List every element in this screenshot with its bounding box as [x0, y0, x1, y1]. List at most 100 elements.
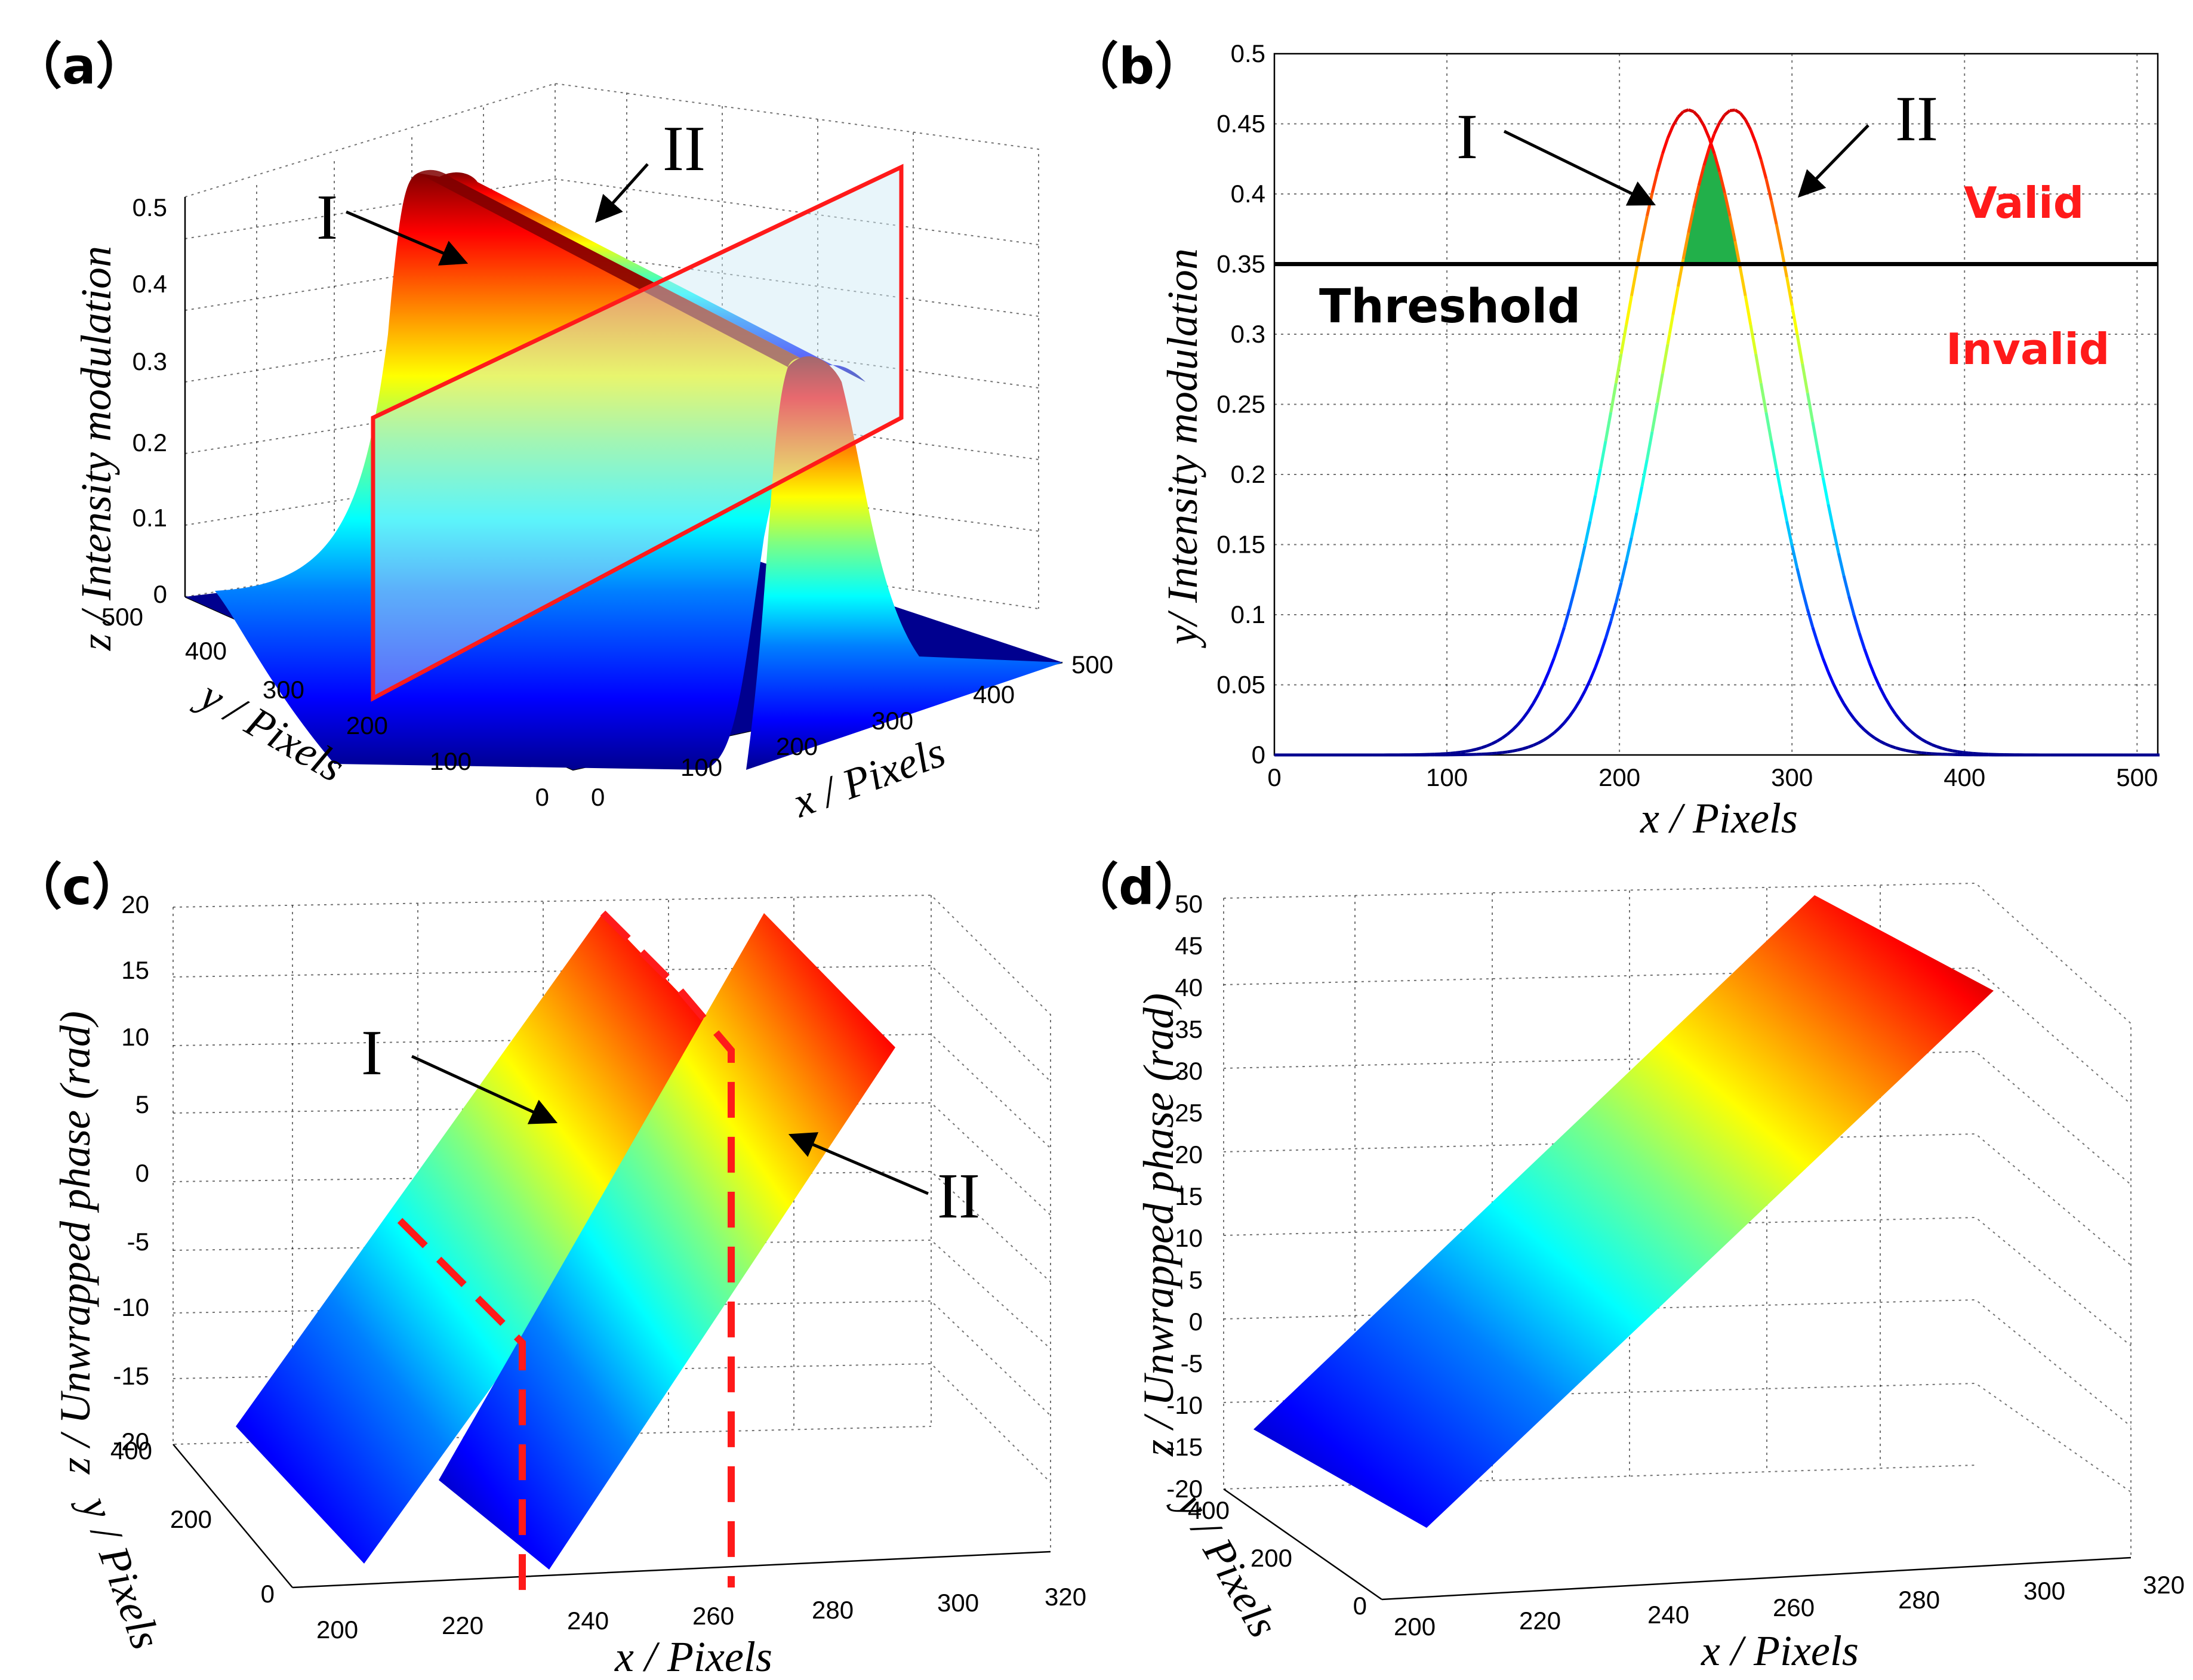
series-segment: [1521, 711, 1529, 720]
series-segment: [1563, 609, 1571, 628]
x-tick: 400: [1943, 763, 1985, 791]
series-segment: [1496, 736, 1503, 743]
series-segment: [1895, 746, 1901, 751]
panel-b-threshold-label: Threshold: [1319, 280, 1581, 334]
z-tick: -5: [1181, 1349, 1203, 1377]
series-segment: [1911, 750, 1917, 754]
series-segment: [1790, 305, 1799, 335]
series-segment: [1553, 727, 1560, 735]
panel-c-grid: [173, 894, 1051, 1552]
x-tick: 100: [1426, 763, 1468, 791]
panel-a-ridge-II-top: [436, 172, 866, 382]
panel-c-plane-II: [439, 913, 895, 1570]
series-segment: [1915, 734, 1923, 741]
series-segment: [1583, 520, 1592, 546]
x-tick: 0: [1267, 763, 1281, 791]
z-tick: 20: [121, 890, 149, 918]
series-segment: [1708, 137, 1716, 155]
series-segment: [1780, 495, 1788, 522]
series-segment: [1492, 751, 1498, 756]
series-segment: [1790, 545, 1799, 569]
series-segment: [1967, 751, 1973, 755]
series-segment: [1656, 373, 1664, 403]
panel-a-z-label: z / Intensity modulation: [72, 246, 120, 651]
series-segment: [1635, 486, 1644, 513]
series-segment: [1604, 621, 1613, 639]
series-segment: [1847, 711, 1856, 720]
z-tick: -5: [127, 1228, 149, 1256]
z-tick: -20: [1166, 1475, 1203, 1503]
panel-b-valid-label: Valid: [1964, 178, 2084, 228]
y-tick: 200: [1250, 1544, 1292, 1572]
panel-b-x-ticks: 0 100 200 300 400 500: [1267, 763, 2158, 791]
series-segment: [1604, 412, 1613, 442]
series-segment: [1614, 353, 1623, 384]
panel-c-label: （c）: [12, 858, 142, 916]
series-segment: [1650, 402, 1659, 432]
series-segment: [1775, 468, 1784, 496]
series-segment: [1832, 683, 1840, 695]
series-segment: [1470, 748, 1477, 752]
panel-b-arrow-II: [1797, 124, 1869, 198]
series-segment: [1588, 495, 1597, 522]
panel-a-cut-plane: [371, 164, 904, 702]
series-segment: [1842, 575, 1851, 597]
y-tick: 0.15: [1216, 531, 1265, 559]
series-segment: [1512, 748, 1519, 753]
series-segment: [1532, 741, 1539, 747]
panel-b-annotation-I: I: [1456, 101, 1478, 172]
series-segment: [1821, 658, 1830, 673]
series-segment: [1936, 745, 1943, 750]
series-segment: [1661, 344, 1670, 374]
series-segment: [1460, 750, 1467, 754]
panel-c: （c） -20 -15 -10 -5 0 5 10 15 20 0 200: [12, 858, 1086, 1680]
y-tick: 0: [261, 1580, 275, 1608]
series-segment: [1552, 643, 1561, 659]
x-tick: 320: [1045, 1583, 1086, 1611]
series-segment: [1734, 109, 1741, 115]
series-segment: [1873, 675, 1881, 688]
y-tick: 0.4: [1231, 180, 1265, 208]
panel-b-series: [1274, 108, 2160, 757]
series-segment: [1868, 662, 1877, 677]
series-segment: [1785, 276, 1794, 306]
y-tick: 300: [263, 676, 304, 704]
z-tick: 15: [121, 956, 149, 984]
series-segment: [1588, 667, 1597, 681]
z-tick: 35: [1175, 1015, 1203, 1043]
series-segment: [1640, 459, 1649, 488]
series-segment: [1527, 744, 1534, 749]
z-tick: 50: [1175, 890, 1203, 918]
series-segment: [1785, 520, 1794, 546]
series-II: [1274, 108, 2160, 757]
series-segment: [1878, 686, 1887, 699]
series-segment: [1858, 723, 1866, 731]
y-tick: 500: [101, 603, 143, 631]
series-segment: [1754, 353, 1763, 384]
series-segment: [1905, 725, 1912, 733]
series-segment: [1910, 730, 1917, 737]
series-segment: [1718, 114, 1726, 124]
series-segment: [1916, 750, 1922, 754]
series-segment: [1832, 529, 1840, 554]
panel-d-z-label: z / Unwrapped phase (rad): [1135, 993, 1182, 1457]
panel-b-y-label: y/ Intensity modulation: [1159, 248, 1206, 649]
series-segment: [1739, 112, 1747, 121]
panel-a-annotation-I: I: [316, 182, 338, 253]
x-tick: 100: [680, 753, 722, 781]
series-segment: [1538, 739, 1545, 745]
panel-c-annotation-II: II: [937, 1161, 980, 1232]
series-segment: [1692, 110, 1700, 118]
series-segment: [1827, 671, 1835, 685]
series-segment: [1625, 295, 1633, 325]
series-segment: [1868, 733, 1876, 739]
y-tick: 0.45: [1216, 110, 1265, 138]
z-tick: 45: [1175, 932, 1203, 960]
series-segment: [1619, 560, 1628, 583]
y-tick: 100: [430, 747, 472, 775]
series-segment: [1708, 133, 1716, 149]
panel-a-x-ticks: 0 100 200 300 400 500: [591, 651, 1113, 811]
series-segment: [1759, 383, 1768, 413]
z-tick: 0.5: [133, 193, 167, 221]
